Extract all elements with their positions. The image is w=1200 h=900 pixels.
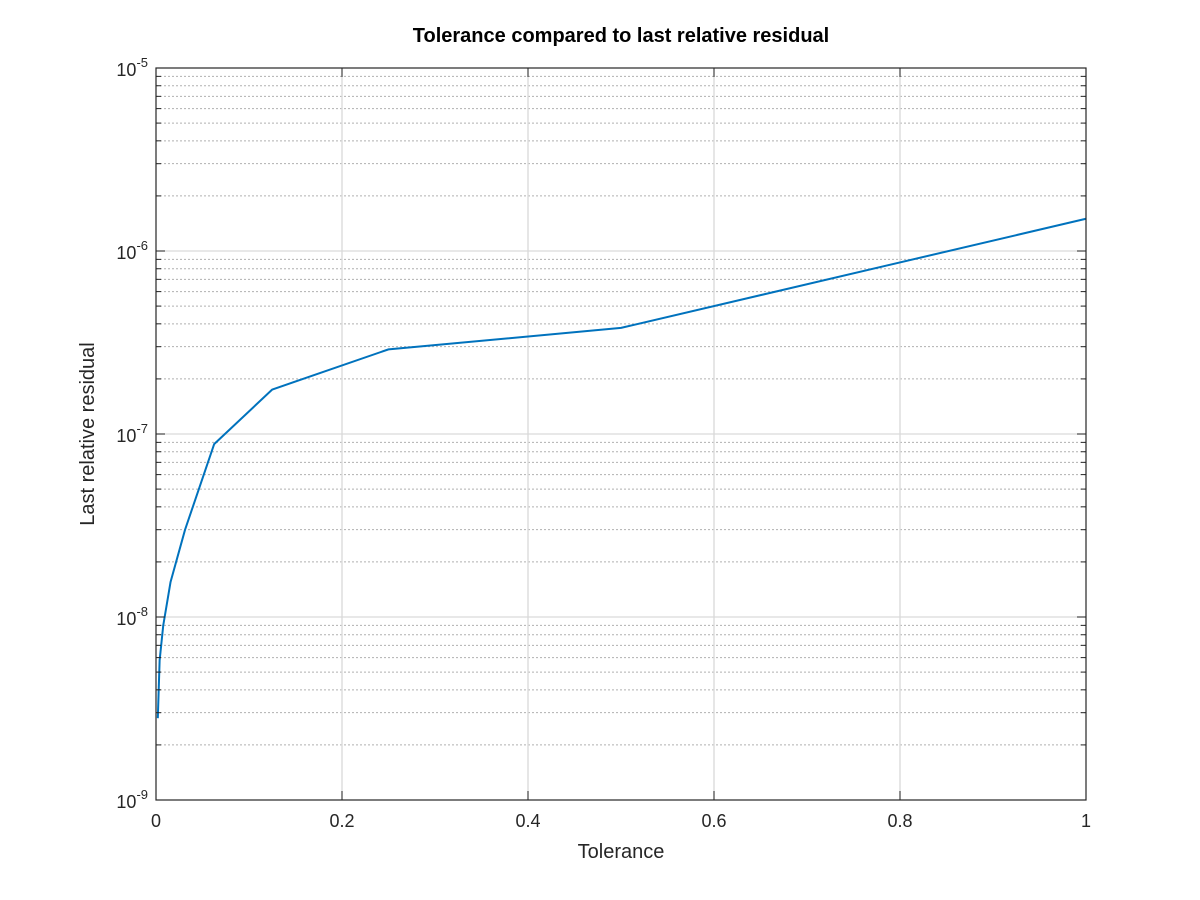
y-axis-label: Last relative residual: [77, 342, 99, 525]
y-tick-label: 10-5: [116, 55, 148, 80]
y-tick-label: 10-7: [116, 421, 148, 446]
x-tick-label: 0.8: [887, 811, 912, 831]
x-tick-label: 0.6: [701, 811, 726, 831]
tick-marks: [155, 67, 1087, 801]
y-tick-label: 10-9: [116, 787, 148, 812]
x-axis-label: Tolerance: [578, 841, 665, 863]
x-tick-label: 0: [151, 811, 161, 831]
y-tick-label: 10-6: [116, 238, 148, 263]
series-layer: [156, 217, 1087, 719]
y-tick-labels: 10-9 10-8 10-7 10-6 10-5: [116, 55, 148, 812]
y-tick-label: 10-8: [116, 604, 148, 629]
grid-lines: [156, 68, 1086, 800]
x-tick-label: 1: [1081, 811, 1091, 831]
x-tick-labels: 0 0.2 0.4 0.6 0.8 1: [151, 811, 1091, 831]
x-tick-label: 0.2: [329, 811, 354, 831]
series-line-0: [156, 217, 1087, 719]
x-tick-label: 0.4: [515, 811, 540, 831]
chart-title: Tolerance compared to last relative resi…: [413, 25, 829, 47]
